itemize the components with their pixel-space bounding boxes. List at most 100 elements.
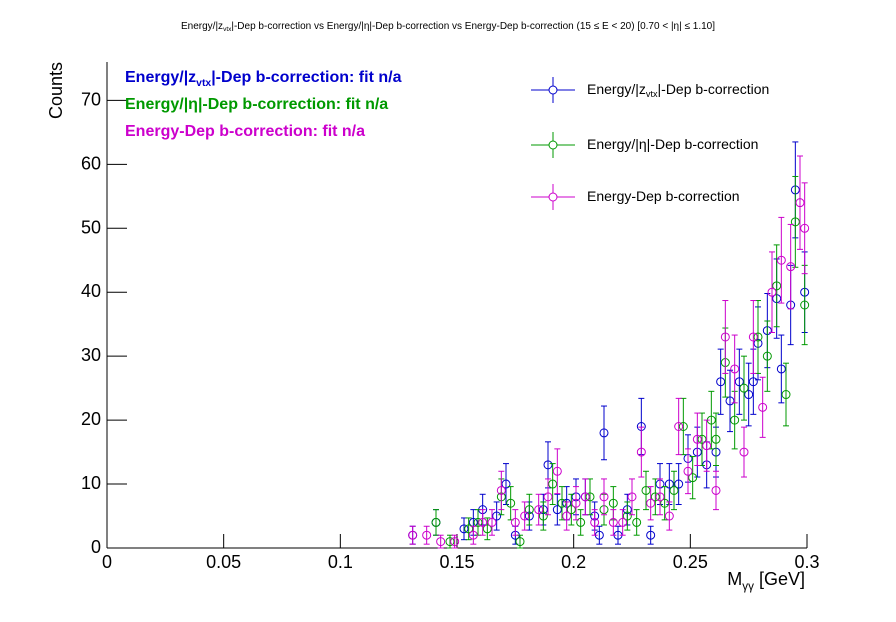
data-point [566, 505, 576, 515]
data-point [711, 485, 721, 495]
data-point [543, 460, 553, 470]
data-point [608, 517, 618, 527]
data-point [720, 332, 730, 342]
data-point [436, 537, 446, 547]
data-point [468, 530, 478, 540]
data-point [772, 281, 782, 291]
fit-annotation: Energy-Dep b-correction: fit n/a [125, 123, 365, 140]
data-point [618, 517, 628, 527]
data-point [552, 466, 562, 476]
data-point [748, 332, 758, 342]
legend-marker [548, 192, 558, 202]
data-point [501, 479, 511, 489]
data-point [683, 466, 693, 476]
data-point [506, 498, 516, 508]
data-point [557, 498, 567, 508]
data-point [748, 377, 758, 387]
data-point [422, 530, 432, 540]
data-point [800, 223, 810, 233]
data-point [678, 422, 688, 431]
data-point [450, 537, 460, 547]
data-point [445, 537, 455, 547]
data-point [664, 511, 674, 521]
data-point [548, 479, 558, 489]
data-point [739, 383, 749, 393]
data-point [674, 422, 684, 431]
data-point [622, 511, 632, 521]
data-point [660, 498, 670, 508]
x-tick-label: 0.05 [206, 552, 241, 572]
data-point [781, 390, 791, 400]
x-tick-label: 0.3 [794, 552, 819, 572]
data-point [510, 517, 520, 527]
data-point [590, 517, 600, 527]
legend-label: Energy-Dep b-correction [587, 188, 740, 204]
y-tick-label: 50 [81, 217, 101, 237]
data-point [790, 217, 800, 227]
y-tick-label: 0 [91, 537, 101, 557]
fit-annotation: Energy/|zvtx|-Dep b-correction: fit n/a [125, 69, 402, 89]
x-tick-label: 0.2 [561, 552, 586, 572]
x-tick-label: 0.15 [439, 552, 474, 572]
x-tick-label: 0.25 [673, 552, 708, 572]
data-point [800, 300, 810, 310]
legend-label: Energy/|zvtx|-Dep b-correction [587, 81, 769, 100]
data-point [730, 364, 740, 374]
data-point [692, 434, 702, 444]
data-point [580, 492, 590, 502]
data-point [753, 332, 763, 342]
data-point [608, 498, 618, 508]
y-tick-label: 30 [81, 345, 101, 365]
data-point [538, 511, 548, 521]
data-point [697, 434, 707, 444]
legend-marker [548, 140, 558, 150]
data-point [655, 492, 665, 502]
data-point [734, 377, 744, 387]
data-point [646, 530, 656, 540]
x-tick-label: 0.1 [328, 552, 353, 572]
data-point [520, 511, 530, 521]
data-point [776, 364, 786, 374]
fit-annotation: Energy/|η|-Dep b-correction: fit n/a [125, 96, 388, 113]
data-point [431, 517, 441, 527]
data-point [762, 351, 772, 361]
data-point [716, 377, 726, 387]
data-point [459, 524, 469, 534]
data-point [725, 396, 735, 406]
data-point [492, 511, 502, 521]
data-point [669, 485, 679, 495]
data-point [599, 428, 609, 438]
data-point [408, 530, 418, 540]
y-tick-label: 60 [81, 153, 101, 173]
data-point [464, 524, 474, 534]
data-point [702, 441, 712, 451]
data-point [478, 517, 488, 527]
data-point [585, 492, 595, 502]
data-point [627, 492, 637, 502]
data-point [543, 492, 553, 502]
data-point [515, 537, 525, 547]
legend-marker [548, 85, 558, 95]
data-point [496, 485, 506, 495]
data-point [632, 517, 642, 527]
data-point [473, 517, 483, 527]
data-point [776, 255, 786, 265]
data-point [795, 198, 805, 208]
data-point [786, 262, 796, 272]
data-point [646, 498, 656, 508]
chart-title: Energy/|zvtx|-Dep b-correction vs Energy… [181, 21, 715, 34]
x-tick-label: 0 [102, 552, 112, 572]
data-point [552, 505, 562, 515]
y-tick-label: 20 [81, 409, 101, 429]
x-axis-label: Mγγ [GeV] [727, 569, 805, 593]
y-tick-label: 40 [81, 281, 101, 301]
data-point [730, 415, 740, 425]
data-point [487, 517, 497, 527]
y-tick-label: 10 [81, 473, 101, 493]
y-tick-label: 70 [81, 89, 101, 109]
data-point [664, 479, 674, 489]
data-point [641, 485, 651, 495]
